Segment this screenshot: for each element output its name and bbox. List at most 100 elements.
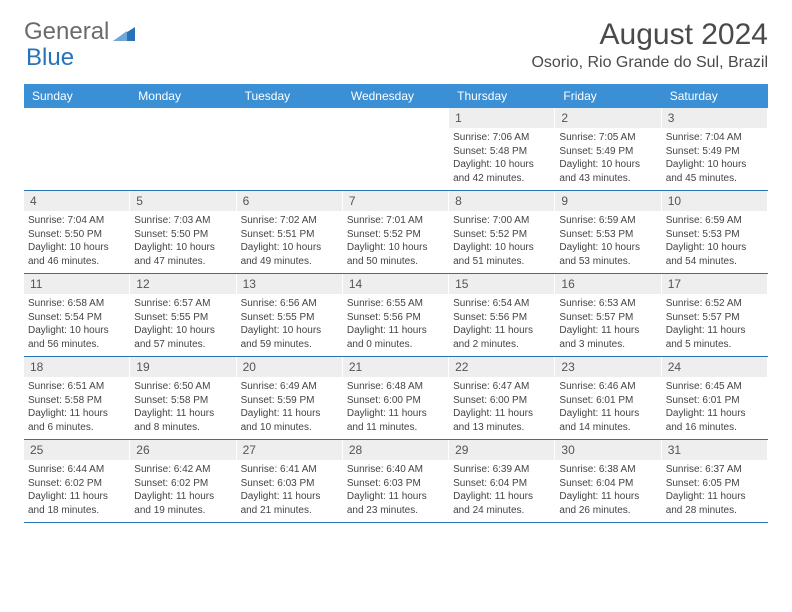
calendar-day: 18Sunrise: 6:51 AMSunset: 5:58 PMDayligh… [24, 357, 130, 439]
day-number: 17 [662, 274, 767, 294]
calendar-day: 20Sunrise: 6:49 AMSunset: 5:59 PMDayligh… [237, 357, 343, 439]
calendar-day: 29Sunrise: 6:39 AMSunset: 6:04 PMDayligh… [449, 440, 555, 522]
day-details: Sunrise: 6:48 AMSunset: 6:00 PMDaylight:… [343, 377, 448, 439]
calendar-week: 11Sunrise: 6:58 AMSunset: 5:54 PMDayligh… [24, 274, 768, 357]
day-number: 22 [449, 357, 554, 377]
day-number: 4 [24, 191, 129, 211]
day-details: Sunrise: 6:54 AMSunset: 5:56 PMDaylight:… [449, 294, 554, 356]
calendar-day: 30Sunrise: 6:38 AMSunset: 6:04 PMDayligh… [555, 440, 661, 522]
day-label-tue: Tuesday [237, 84, 343, 108]
calendar-week: 4Sunrise: 7:04 AMSunset: 5:50 PMDaylight… [24, 191, 768, 274]
calendar-day: 9Sunrise: 6:59 AMSunset: 5:53 PMDaylight… [555, 191, 661, 273]
day-number: 9 [555, 191, 660, 211]
calendar-day: 27Sunrise: 6:41 AMSunset: 6:03 PMDayligh… [237, 440, 343, 522]
calendar-day: 16Sunrise: 6:53 AMSunset: 5:57 PMDayligh… [555, 274, 661, 356]
day-details: Sunrise: 7:01 AMSunset: 5:52 PMDaylight:… [343, 211, 448, 273]
logo-triangle-icon [113, 23, 135, 41]
day-details: Sunrise: 7:00 AMSunset: 5:52 PMDaylight:… [449, 211, 554, 273]
month-title: August 2024 [531, 18, 768, 52]
logo-text-gray: General [24, 18, 109, 46]
calendar-day: 2Sunrise: 7:05 AMSunset: 5:49 PMDaylight… [555, 108, 661, 190]
day-number: 18 [24, 357, 129, 377]
calendar-day: 11Sunrise: 6:58 AMSunset: 5:54 PMDayligh… [24, 274, 130, 356]
day-number: 3 [662, 108, 767, 128]
day-details: Sunrise: 6:58 AMSunset: 5:54 PMDaylight:… [24, 294, 129, 356]
day-details: Sunrise: 6:57 AMSunset: 5:55 PMDaylight:… [130, 294, 235, 356]
calendar-day: 15Sunrise: 6:54 AMSunset: 5:56 PMDayligh… [449, 274, 555, 356]
calendar-day: 7Sunrise: 7:01 AMSunset: 5:52 PMDaylight… [343, 191, 449, 273]
day-label-sat: Saturday [662, 84, 768, 108]
day-details: Sunrise: 7:06 AMSunset: 5:48 PMDaylight:… [449, 128, 554, 190]
day-details: Sunrise: 6:55 AMSunset: 5:56 PMDaylight:… [343, 294, 448, 356]
calendar-day: 3Sunrise: 7:04 AMSunset: 5:49 PMDaylight… [662, 108, 768, 190]
calendar-week: 1Sunrise: 7:06 AMSunset: 5:48 PMDaylight… [24, 108, 768, 191]
calendar-day: 4Sunrise: 7:04 AMSunset: 5:50 PMDaylight… [24, 191, 130, 273]
day-number: 25 [24, 440, 129, 460]
calendar-day: 1Sunrise: 7:06 AMSunset: 5:48 PMDaylight… [449, 108, 555, 190]
day-details: Sunrise: 6:47 AMSunset: 6:00 PMDaylight:… [449, 377, 554, 439]
day-number: 14 [343, 274, 448, 294]
calendar-day [343, 108, 449, 190]
day-details: Sunrise: 6:49 AMSunset: 5:59 PMDaylight:… [237, 377, 342, 439]
day-details: Sunrise: 6:50 AMSunset: 5:58 PMDaylight:… [130, 377, 235, 439]
day-number: 1 [449, 108, 554, 128]
day-number: 5 [130, 191, 235, 211]
day-number: 12 [130, 274, 235, 294]
day-details: Sunrise: 6:52 AMSunset: 5:57 PMDaylight:… [662, 294, 767, 356]
day-details: Sunrise: 6:59 AMSunset: 5:53 PMDaylight:… [662, 211, 767, 273]
day-number: 26 [130, 440, 235, 460]
calendar-day: 10Sunrise: 6:59 AMSunset: 5:53 PMDayligh… [662, 191, 768, 273]
day-details: Sunrise: 7:03 AMSunset: 5:50 PMDaylight:… [130, 211, 235, 273]
calendar-day [130, 108, 236, 190]
day-details: Sunrise: 6:40 AMSunset: 6:03 PMDaylight:… [343, 460, 448, 522]
day-number: 24 [662, 357, 767, 377]
calendar-day: 24Sunrise: 6:45 AMSunset: 6:01 PMDayligh… [662, 357, 768, 439]
day-number: 6 [237, 191, 342, 211]
day-details: Sunrise: 6:51 AMSunset: 5:58 PMDaylight:… [24, 377, 129, 439]
calendar-day: 5Sunrise: 7:03 AMSunset: 5:50 PMDaylight… [130, 191, 236, 273]
logo: General [24, 18, 137, 46]
day-number: 20 [237, 357, 342, 377]
calendar-body: 1Sunrise: 7:06 AMSunset: 5:48 PMDaylight… [24, 108, 768, 523]
day-details: Sunrise: 6:45 AMSunset: 6:01 PMDaylight:… [662, 377, 767, 439]
day-number: 28 [343, 440, 448, 460]
day-number: 15 [449, 274, 554, 294]
day-details: Sunrise: 7:04 AMSunset: 5:50 PMDaylight:… [24, 211, 129, 273]
logo-text-blue: Blue [26, 44, 74, 72]
day-details: Sunrise: 6:44 AMSunset: 6:02 PMDaylight:… [24, 460, 129, 522]
day-number: 19 [130, 357, 235, 377]
calendar-week: 18Sunrise: 6:51 AMSunset: 5:58 PMDayligh… [24, 357, 768, 440]
calendar-day [237, 108, 343, 190]
day-details: Sunrise: 6:38 AMSunset: 6:04 PMDaylight:… [555, 460, 660, 522]
day-number: 10 [662, 191, 767, 211]
day-number: 21 [343, 357, 448, 377]
calendar-day: 13Sunrise: 6:56 AMSunset: 5:55 PMDayligh… [237, 274, 343, 356]
calendar-week: 25Sunrise: 6:44 AMSunset: 6:02 PMDayligh… [24, 440, 768, 523]
calendar-day: 22Sunrise: 6:47 AMSunset: 6:00 PMDayligh… [449, 357, 555, 439]
day-details: Sunrise: 6:53 AMSunset: 5:57 PMDaylight:… [555, 294, 660, 356]
day-number: 30 [555, 440, 660, 460]
calendar-day: 23Sunrise: 6:46 AMSunset: 6:01 PMDayligh… [555, 357, 661, 439]
day-number: 2 [555, 108, 660, 128]
day-details: Sunrise: 6:56 AMSunset: 5:55 PMDaylight:… [237, 294, 342, 356]
day-number: 27 [237, 440, 342, 460]
calendar-day: 28Sunrise: 6:40 AMSunset: 6:03 PMDayligh… [343, 440, 449, 522]
calendar-day: 26Sunrise: 6:42 AMSunset: 6:02 PMDayligh… [130, 440, 236, 522]
day-details: Sunrise: 6:42 AMSunset: 6:02 PMDaylight:… [130, 460, 235, 522]
day-number: 7 [343, 191, 448, 211]
day-details: Sunrise: 7:02 AMSunset: 5:51 PMDaylight:… [237, 211, 342, 273]
day-details: Sunrise: 6:37 AMSunset: 6:05 PMDaylight:… [662, 460, 767, 522]
day-number: 11 [24, 274, 129, 294]
day-number: 16 [555, 274, 660, 294]
calendar-day: 19Sunrise: 6:50 AMSunset: 5:58 PMDayligh… [130, 357, 236, 439]
day-details: Sunrise: 6:59 AMSunset: 5:53 PMDaylight:… [555, 211, 660, 273]
day-label-wed: Wednesday [343, 84, 449, 108]
day-details: Sunrise: 7:04 AMSunset: 5:49 PMDaylight:… [662, 128, 767, 190]
location-subtitle: Osorio, Rio Grande do Sul, Brazil [531, 54, 768, 72]
day-label-mon: Monday [130, 84, 236, 108]
header: General August 2024 Osorio, Rio Grande d… [24, 18, 768, 72]
calendar-day: 17Sunrise: 6:52 AMSunset: 5:57 PMDayligh… [662, 274, 768, 356]
calendar-day: 12Sunrise: 6:57 AMSunset: 5:55 PMDayligh… [130, 274, 236, 356]
day-label-fri: Friday [555, 84, 661, 108]
day-details: Sunrise: 7:05 AMSunset: 5:49 PMDaylight:… [555, 128, 660, 190]
